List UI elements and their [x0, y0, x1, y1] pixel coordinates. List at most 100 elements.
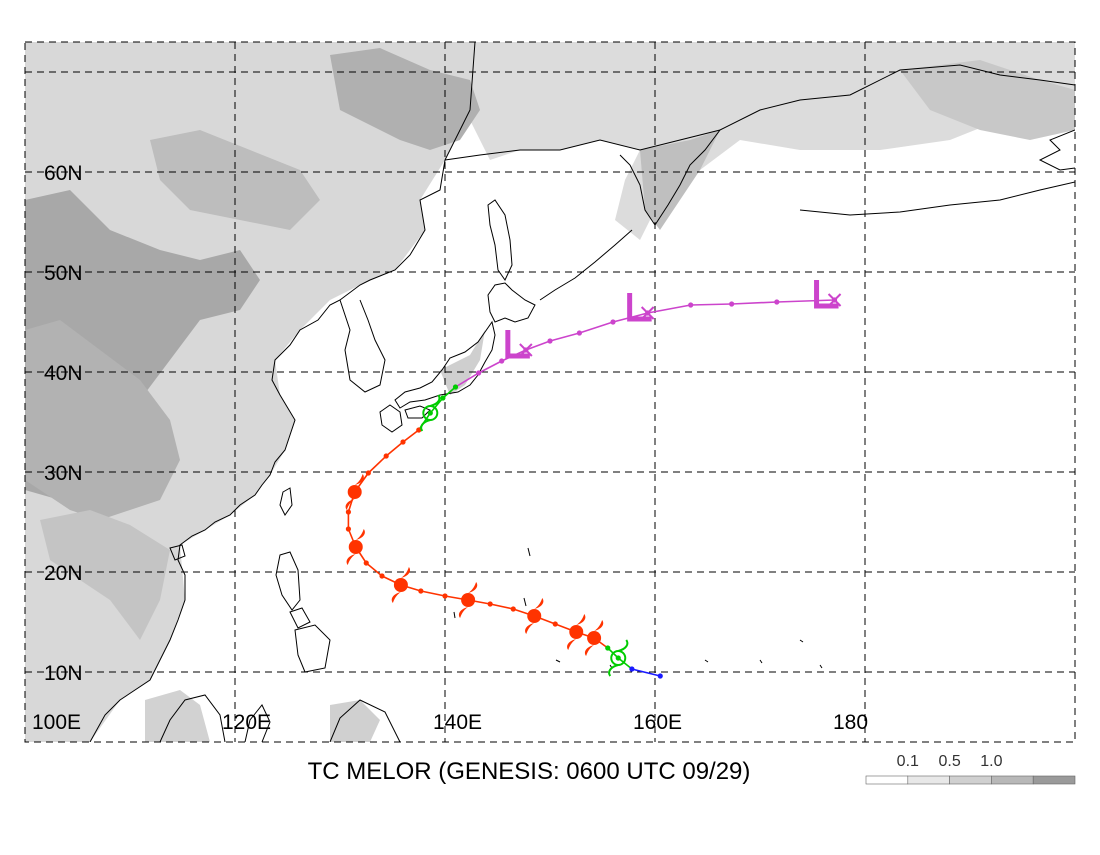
track-point — [440, 395, 446, 401]
track-point — [400, 439, 406, 445]
track-segment — [420, 590, 446, 597]
track-segment — [525, 340, 551, 351]
track-point — [552, 621, 558, 627]
graticule — [24, 41, 1076, 743]
coast-sakhalin — [487, 199, 513, 281]
coast-pacific-islands — [453, 547, 823, 669]
extratropical-low-symbol — [627, 293, 655, 322]
track-point — [345, 509, 351, 515]
coast-korea — [339, 299, 386, 393]
track-point — [363, 560, 369, 566]
extratropical-low-symbol — [814, 280, 842, 309]
coast-okhotsk — [444, 64, 1075, 161]
track-point — [688, 302, 694, 308]
storm-track — [345, 280, 842, 679]
typhoon-symbol — [345, 474, 364, 510]
track-point — [383, 453, 389, 459]
lon-label: 140E — [433, 711, 482, 734]
track-segment — [478, 360, 503, 374]
lon-label: 100E — [32, 711, 81, 734]
track-segment — [617, 657, 633, 670]
track-point — [379, 573, 385, 579]
track-point — [442, 593, 448, 599]
legend-label: 0.5 — [938, 753, 960, 770]
coast-kurils — [539, 229, 633, 301]
terrain-borneo — [145, 690, 210, 742]
coast-kamchatka — [619, 129, 721, 226]
track-segment — [489, 603, 514, 610]
track-segment — [690, 303, 732, 306]
lon-label: 120E — [222, 711, 271, 734]
track-point — [418, 588, 424, 594]
lon-label: 160E — [633, 711, 682, 734]
coast-hokkaido — [487, 282, 536, 323]
typhoon-symbol — [458, 582, 478, 618]
coast-asia-mainland — [89, 42, 476, 742]
track-segment — [365, 562, 383, 577]
tropical-storm-symbol — [420, 394, 441, 432]
map-title: TC MELOR (GENESIS: 0600 UTC 09/29) — [307, 758, 751, 785]
terrain-japan-alps — [440, 330, 485, 395]
coast-taiwan — [279, 487, 293, 516]
tropical-storm-symbol — [608, 639, 629, 677]
terrain-siberia-dark — [330, 48, 480, 150]
track-point — [476, 370, 482, 376]
track-point — [629, 666, 635, 672]
typhoon-symbol — [391, 567, 411, 603]
track-point — [510, 606, 516, 612]
coast-hainan — [169, 544, 186, 561]
track-point — [365, 470, 371, 476]
track-point — [427, 410, 433, 416]
track-segment — [402, 429, 420, 443]
legend-label: 0.1 — [897, 753, 919, 770]
map-frame — [24, 41, 1076, 743]
track-point — [345, 526, 351, 532]
axis-labels: 60N 50N 40N 30N 20N 10N 100E 120E 140E 160E 180 — [32, 162, 868, 734]
coast-sulawesi — [244, 704, 271, 742]
coast-mindanao — [294, 624, 331, 673]
coastlines — [89, 42, 1075, 742]
typhoon-symbol — [584, 620, 604, 656]
track-point — [610, 319, 616, 325]
track-point — [774, 299, 780, 305]
lat-label: 60N — [44, 162, 83, 185]
typhoon-symbol — [525, 598, 544, 634]
track-segment — [549, 332, 580, 342]
track-segment — [385, 441, 404, 457]
coast-borneo — [159, 694, 226, 742]
track-segment — [442, 386, 457, 399]
coast-alaska — [1038, 129, 1075, 171]
lat-label: 40N — [44, 362, 83, 385]
lat-label: 50N — [44, 262, 83, 285]
track-segment — [429, 397, 444, 414]
legend-swatch — [1032, 775, 1076, 785]
extratropical-low-symbol — [505, 330, 533, 359]
typhoon-symbol — [346, 529, 365, 565]
track-segment — [455, 372, 480, 388]
track-point — [452, 384, 459, 390]
track-point — [729, 301, 735, 307]
track-point — [615, 655, 621, 661]
track-segment — [579, 321, 614, 334]
coast-honshu — [394, 320, 496, 409]
lat-label: 20N — [44, 562, 83, 585]
typhoon-symbol — [567, 614, 586, 650]
coast-luzon — [275, 551, 301, 611]
track-segment — [647, 304, 691, 314]
track-point — [487, 601, 493, 607]
track-point — [499, 358, 505, 364]
track-point — [416, 427, 422, 433]
terrain-chukotka — [900, 60, 1075, 140]
terrain-tibet — [25, 320, 180, 520]
shading-legend: 0.1 0.5 1.0 — [865, 753, 1076, 785]
terrain-se-asia — [40, 510, 170, 640]
track-point — [576, 330, 583, 336]
terrain-new-guinea — [330, 700, 380, 742]
terrain-shading — [25, 42, 1075, 742]
legend-label: 1.0 — [980, 753, 1002, 770]
track-segment — [631, 668, 661, 677]
track-point — [605, 645, 611, 651]
lat-label: 30N — [44, 462, 83, 485]
lat-label: 10N — [44, 662, 83, 685]
